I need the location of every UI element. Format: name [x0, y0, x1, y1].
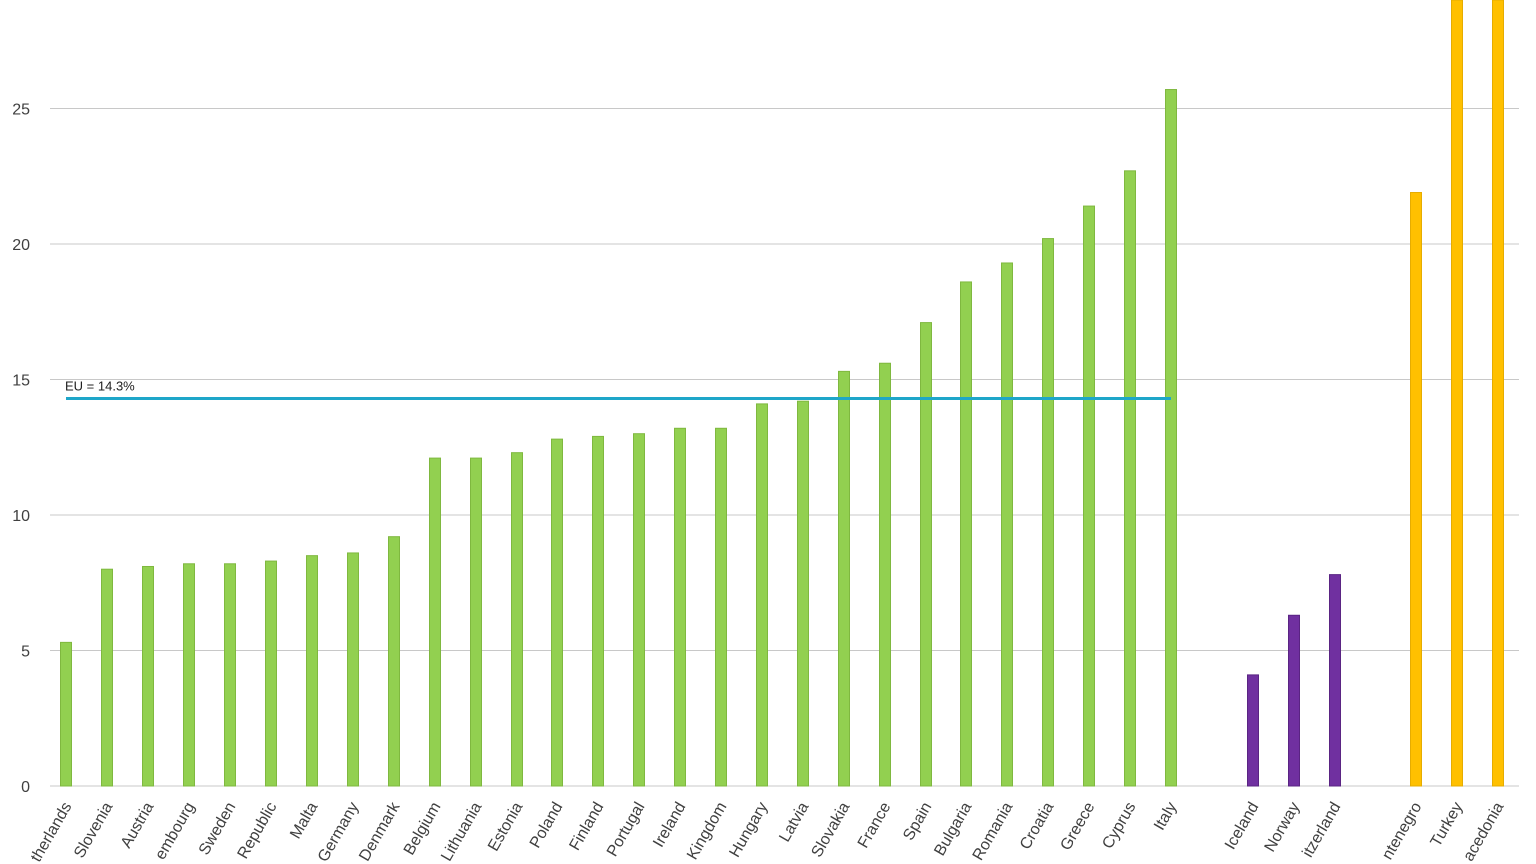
bar-estonia: [511, 452, 523, 787]
x-tick-label: Sweden: [196, 800, 240, 859]
bar-switzerland: [1329, 574, 1341, 787]
x-tick-label: Greece: [1058, 799, 1099, 853]
x-tick-label: Germany: [315, 800, 363, 864]
x-tick-label: therlands: [28, 800, 76, 864]
x-tick-label: Estonia: [485, 799, 526, 854]
y-tick-label: 5: [21, 644, 30, 661]
x-tick-label: Bulgaria: [931, 799, 975, 858]
x-tick-label: Republic: [235, 800, 281, 862]
bar-luxembourg: [183, 563, 195, 787]
x-tick-label: Malta: [287, 799, 321, 841]
bar-belgium: [429, 457, 441, 787]
bar-bulgaria: [960, 281, 972, 787]
bar-austria: [142, 565, 154, 787]
bar-germany: [347, 552, 359, 787]
bar-finland: [592, 435, 604, 787]
bar-ireland: [674, 427, 686, 787]
bar-united-kingdom: [715, 427, 727, 787]
bar-croatia: [1042, 238, 1054, 787]
bar-italy: [1165, 89, 1177, 787]
x-tick-label: acedonia: [1460, 799, 1507, 864]
y-tick-label: 20: [12, 237, 30, 254]
bar-slovakia: [838, 370, 850, 787]
bar-iceland: [1247, 674, 1259, 787]
x-tick-label: Slovakia: [808, 799, 853, 860]
eu-average-label: EU = 14.3%: [65, 378, 135, 393]
y-tick-label: 25: [12, 102, 30, 119]
x-tick-label: France: [855, 799, 895, 851]
bar-fyr-of-macedonia: [1492, 0, 1504, 787]
x-tick-label: Italy: [1151, 800, 1180, 834]
bar-spain: [920, 322, 932, 787]
x-tick-label: Portugal: [604, 800, 649, 860]
x-tick-label: Belgium: [401, 800, 445, 859]
bar-romania: [1001, 262, 1013, 787]
x-tick-label: Slovenia: [71, 799, 116, 861]
bar-cyprus: [1124, 170, 1136, 787]
x-tick-label: Norway: [1262, 800, 1304, 855]
x-tick-label: Turkey: [1428, 800, 1467, 850]
x-tick-label: Austria: [118, 799, 158, 851]
x-tick-label: Poland: [527, 800, 567, 852]
bar-lithuania: [470, 457, 482, 787]
x-tick-label: itzerland: [1299, 800, 1344, 861]
bar-slovenia: [101, 568, 113, 787]
x-tick-label: embourg: [152, 800, 198, 863]
x-tick-label: Spain: [900, 800, 935, 844]
x-tick-label: Cyprus: [1099, 800, 1139, 852]
x-tick-label: Latvia: [776, 799, 812, 845]
bar-denmark: [388, 536, 400, 787]
x-tick-label: Kingdom: [684, 800, 730, 863]
bar-montenegro: [1410, 192, 1422, 787]
bar-czech-republic: [265, 560, 277, 787]
x-tick-label: Romania: [970, 799, 1017, 863]
bar-netherlands: [60, 641, 72, 787]
bar-poland: [551, 438, 563, 787]
x-tick-label: Denmark: [356, 799, 404, 864]
x-tick-label: Lithuania: [438, 799, 485, 864]
bar-hungary: [756, 403, 768, 787]
y-tick-label: 15: [12, 373, 30, 390]
bar-sweden: [224, 563, 236, 787]
bar-latvia: [797, 400, 809, 787]
x-tick-label: Ireland: [650, 800, 689, 851]
x-tick-label: Croatia: [1017, 799, 1058, 852]
bar-greece: [1083, 205, 1095, 787]
y-tick-label: 0: [21, 779, 30, 796]
bar-france: [879, 362, 891, 787]
bar-malta: [306, 555, 318, 787]
x-tick-label: ntenegro: [1379, 799, 1425, 862]
bar-turkey: [1451, 0, 1463, 787]
x-tick-label: Finland: [566, 800, 607, 854]
bar-portugal: [633, 433, 645, 787]
bar-norway: [1288, 614, 1300, 787]
x-tick-label: Hungary: [726, 800, 771, 861]
x-tick-label: Iceland: [1222, 800, 1263, 853]
y-tick-label: 10: [12, 508, 30, 525]
